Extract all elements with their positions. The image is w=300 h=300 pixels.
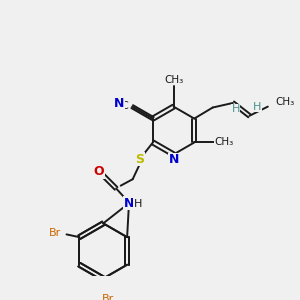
Text: N: N bbox=[124, 196, 134, 210]
Text: S: S bbox=[136, 152, 145, 166]
Text: CH₃: CH₃ bbox=[275, 97, 294, 107]
Text: Br: Br bbox=[102, 294, 114, 300]
Text: H: H bbox=[134, 199, 142, 209]
Text: Br: Br bbox=[49, 229, 62, 238]
Text: N: N bbox=[114, 98, 124, 110]
Text: C: C bbox=[121, 101, 128, 111]
Text: N: N bbox=[168, 153, 179, 167]
Text: CH₃: CH₃ bbox=[165, 75, 184, 85]
Text: H: H bbox=[232, 104, 240, 114]
Text: CH₃: CH₃ bbox=[214, 137, 233, 148]
Text: O: O bbox=[93, 165, 104, 178]
Text: H: H bbox=[253, 102, 261, 112]
